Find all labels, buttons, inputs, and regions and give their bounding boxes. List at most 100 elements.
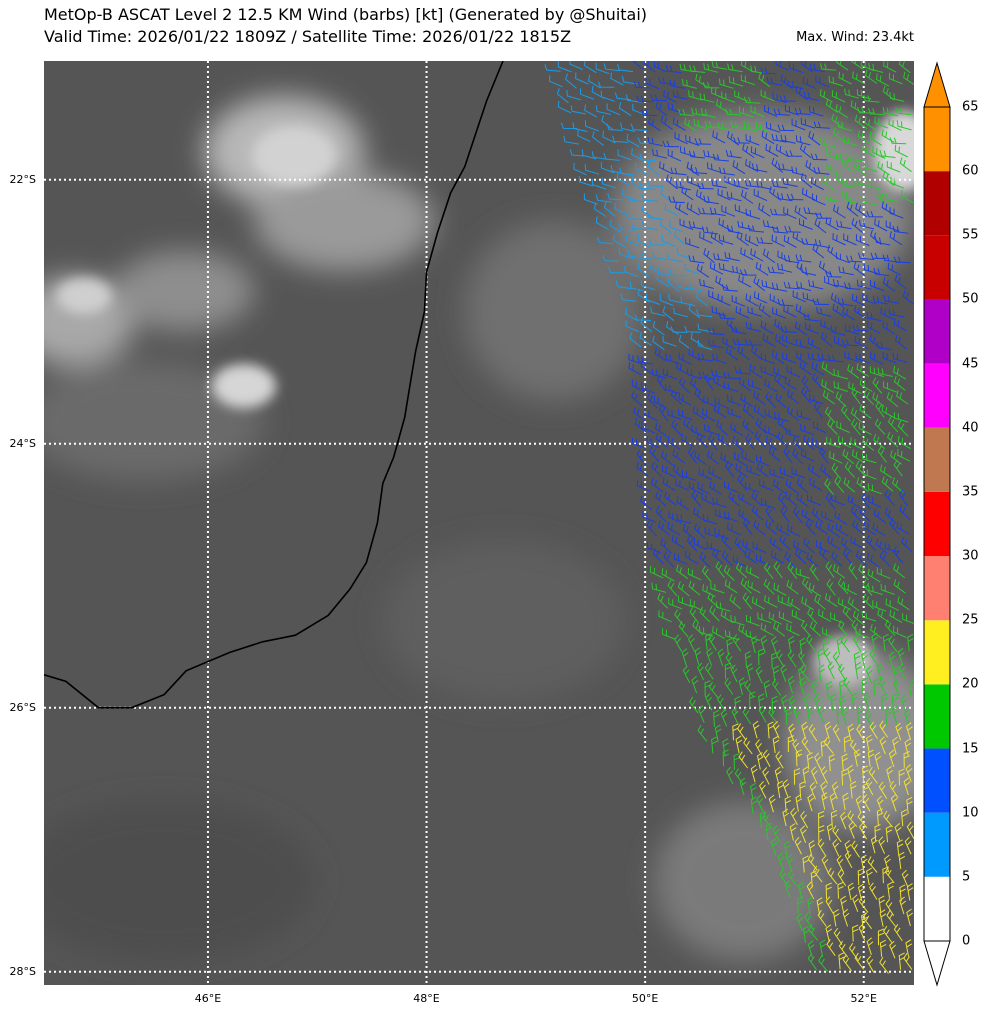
wind-barb [731, 295, 746, 307]
wind-barb [753, 390, 766, 405]
wind-barb [620, 293, 637, 302]
wind-barb [871, 632, 879, 651]
wind-barb [597, 236, 614, 245]
wind-barb [869, 366, 884, 378]
wind-barb [831, 551, 843, 567]
wind-barb [606, 123, 623, 131]
wind-barb [822, 627, 836, 640]
wind-barb [818, 810, 825, 828]
wind-barb [841, 158, 855, 173]
wind-barb [615, 280, 632, 290]
wind-barb [887, 881, 894, 899]
wind-barb [772, 479, 786, 494]
wind-barb [819, 63, 837, 71]
wind-barb [557, 61, 572, 73]
wind-barb [808, 279, 824, 290]
wind-barb [819, 939, 827, 957]
wind-barb [879, 939, 887, 957]
wind-barb [899, 504, 911, 520]
wind-barb [892, 477, 904, 493]
wind-barb [678, 392, 692, 406]
wind-barb [857, 130, 871, 145]
wind-barb [890, 177, 905, 189]
wind-barb [740, 189, 754, 204]
wind-barb [792, 231, 806, 245]
wind-barb [729, 594, 742, 610]
wind-barb [887, 416, 899, 433]
wind-barb [823, 647, 832, 666]
wind-barb [786, 854, 794, 872]
wind-barb [870, 279, 885, 292]
wind-barb [777, 192, 793, 202]
wind-barb [823, 737, 834, 754]
wind-barb [656, 273, 670, 288]
wind-barb [750, 764, 758, 783]
wind-barb [756, 752, 764, 770]
wind-barb [741, 451, 755, 464]
wind-barb [837, 120, 853, 132]
wind-barb [819, 89, 833, 103]
wind-barb [667, 435, 681, 450]
wind-barb [696, 309, 713, 318]
wind-barb [764, 425, 778, 438]
wind-barb [869, 334, 882, 350]
wind-barb [612, 234, 626, 248]
wind-barb [693, 118, 708, 130]
wind-barb [717, 188, 732, 201]
wind-barb [848, 821, 856, 839]
wind-barb [650, 94, 667, 101]
wind-barb [870, 229, 882, 245]
lon-label: 48°E [413, 992, 440, 1005]
wind-barb [817, 352, 833, 362]
wind-barb [631, 391, 643, 407]
wind-barb [682, 78, 697, 89]
wind-barb [872, 377, 883, 394]
wind-barb [647, 541, 662, 554]
wind-barb [843, 233, 857, 246]
wind-barb [724, 251, 740, 262]
wind-barb [862, 467, 877, 480]
wind-barb [862, 794, 871, 812]
wind-barb [773, 366, 788, 379]
wind-barb [688, 255, 705, 264]
wind-barb [893, 666, 901, 684]
wind-barb [842, 954, 852, 972]
wind-barb [901, 869, 909, 888]
wind-barb [847, 494, 861, 509]
wind-barb [887, 431, 899, 448]
wind-barb [853, 261, 866, 277]
wind-barb [799, 361, 813, 376]
wind-barb [774, 373, 786, 390]
wind-barb [795, 794, 803, 812]
wind-barb [697, 182, 714, 190]
wind-barb [796, 281, 812, 292]
wind-barb [838, 940, 849, 958]
wind-barb [826, 162, 840, 175]
wind-barb [822, 637, 830, 656]
wind-barb [904, 738, 912, 757]
wind-barb [694, 523, 706, 539]
wind-barb [870, 835, 878, 854]
coastline [44, 61, 504, 709]
colorbar-tick-label: 60 [962, 163, 979, 179]
wind-barb [784, 376, 798, 391]
wind-barb [696, 263, 710, 278]
wind-barb [703, 395, 717, 408]
wind-barb [859, 506, 871, 522]
wind-barb [884, 866, 895, 884]
wind-barb [583, 61, 597, 74]
wind-barb [787, 675, 795, 694]
wind-barb [617, 149, 632, 161]
wind-barb [640, 495, 653, 511]
wind-barb [842, 605, 854, 623]
wind-barb [902, 613, 914, 624]
wind-barb [792, 290, 807, 303]
map-panel [44, 61, 914, 985]
wind-barb [842, 306, 856, 321]
wind-barb [643, 61, 656, 73]
wind-barb [746, 464, 761, 477]
wind-barb [814, 594, 826, 610]
wind-barb [752, 720, 760, 739]
wind-barb [726, 191, 742, 202]
wind-barb [646, 180, 664, 187]
